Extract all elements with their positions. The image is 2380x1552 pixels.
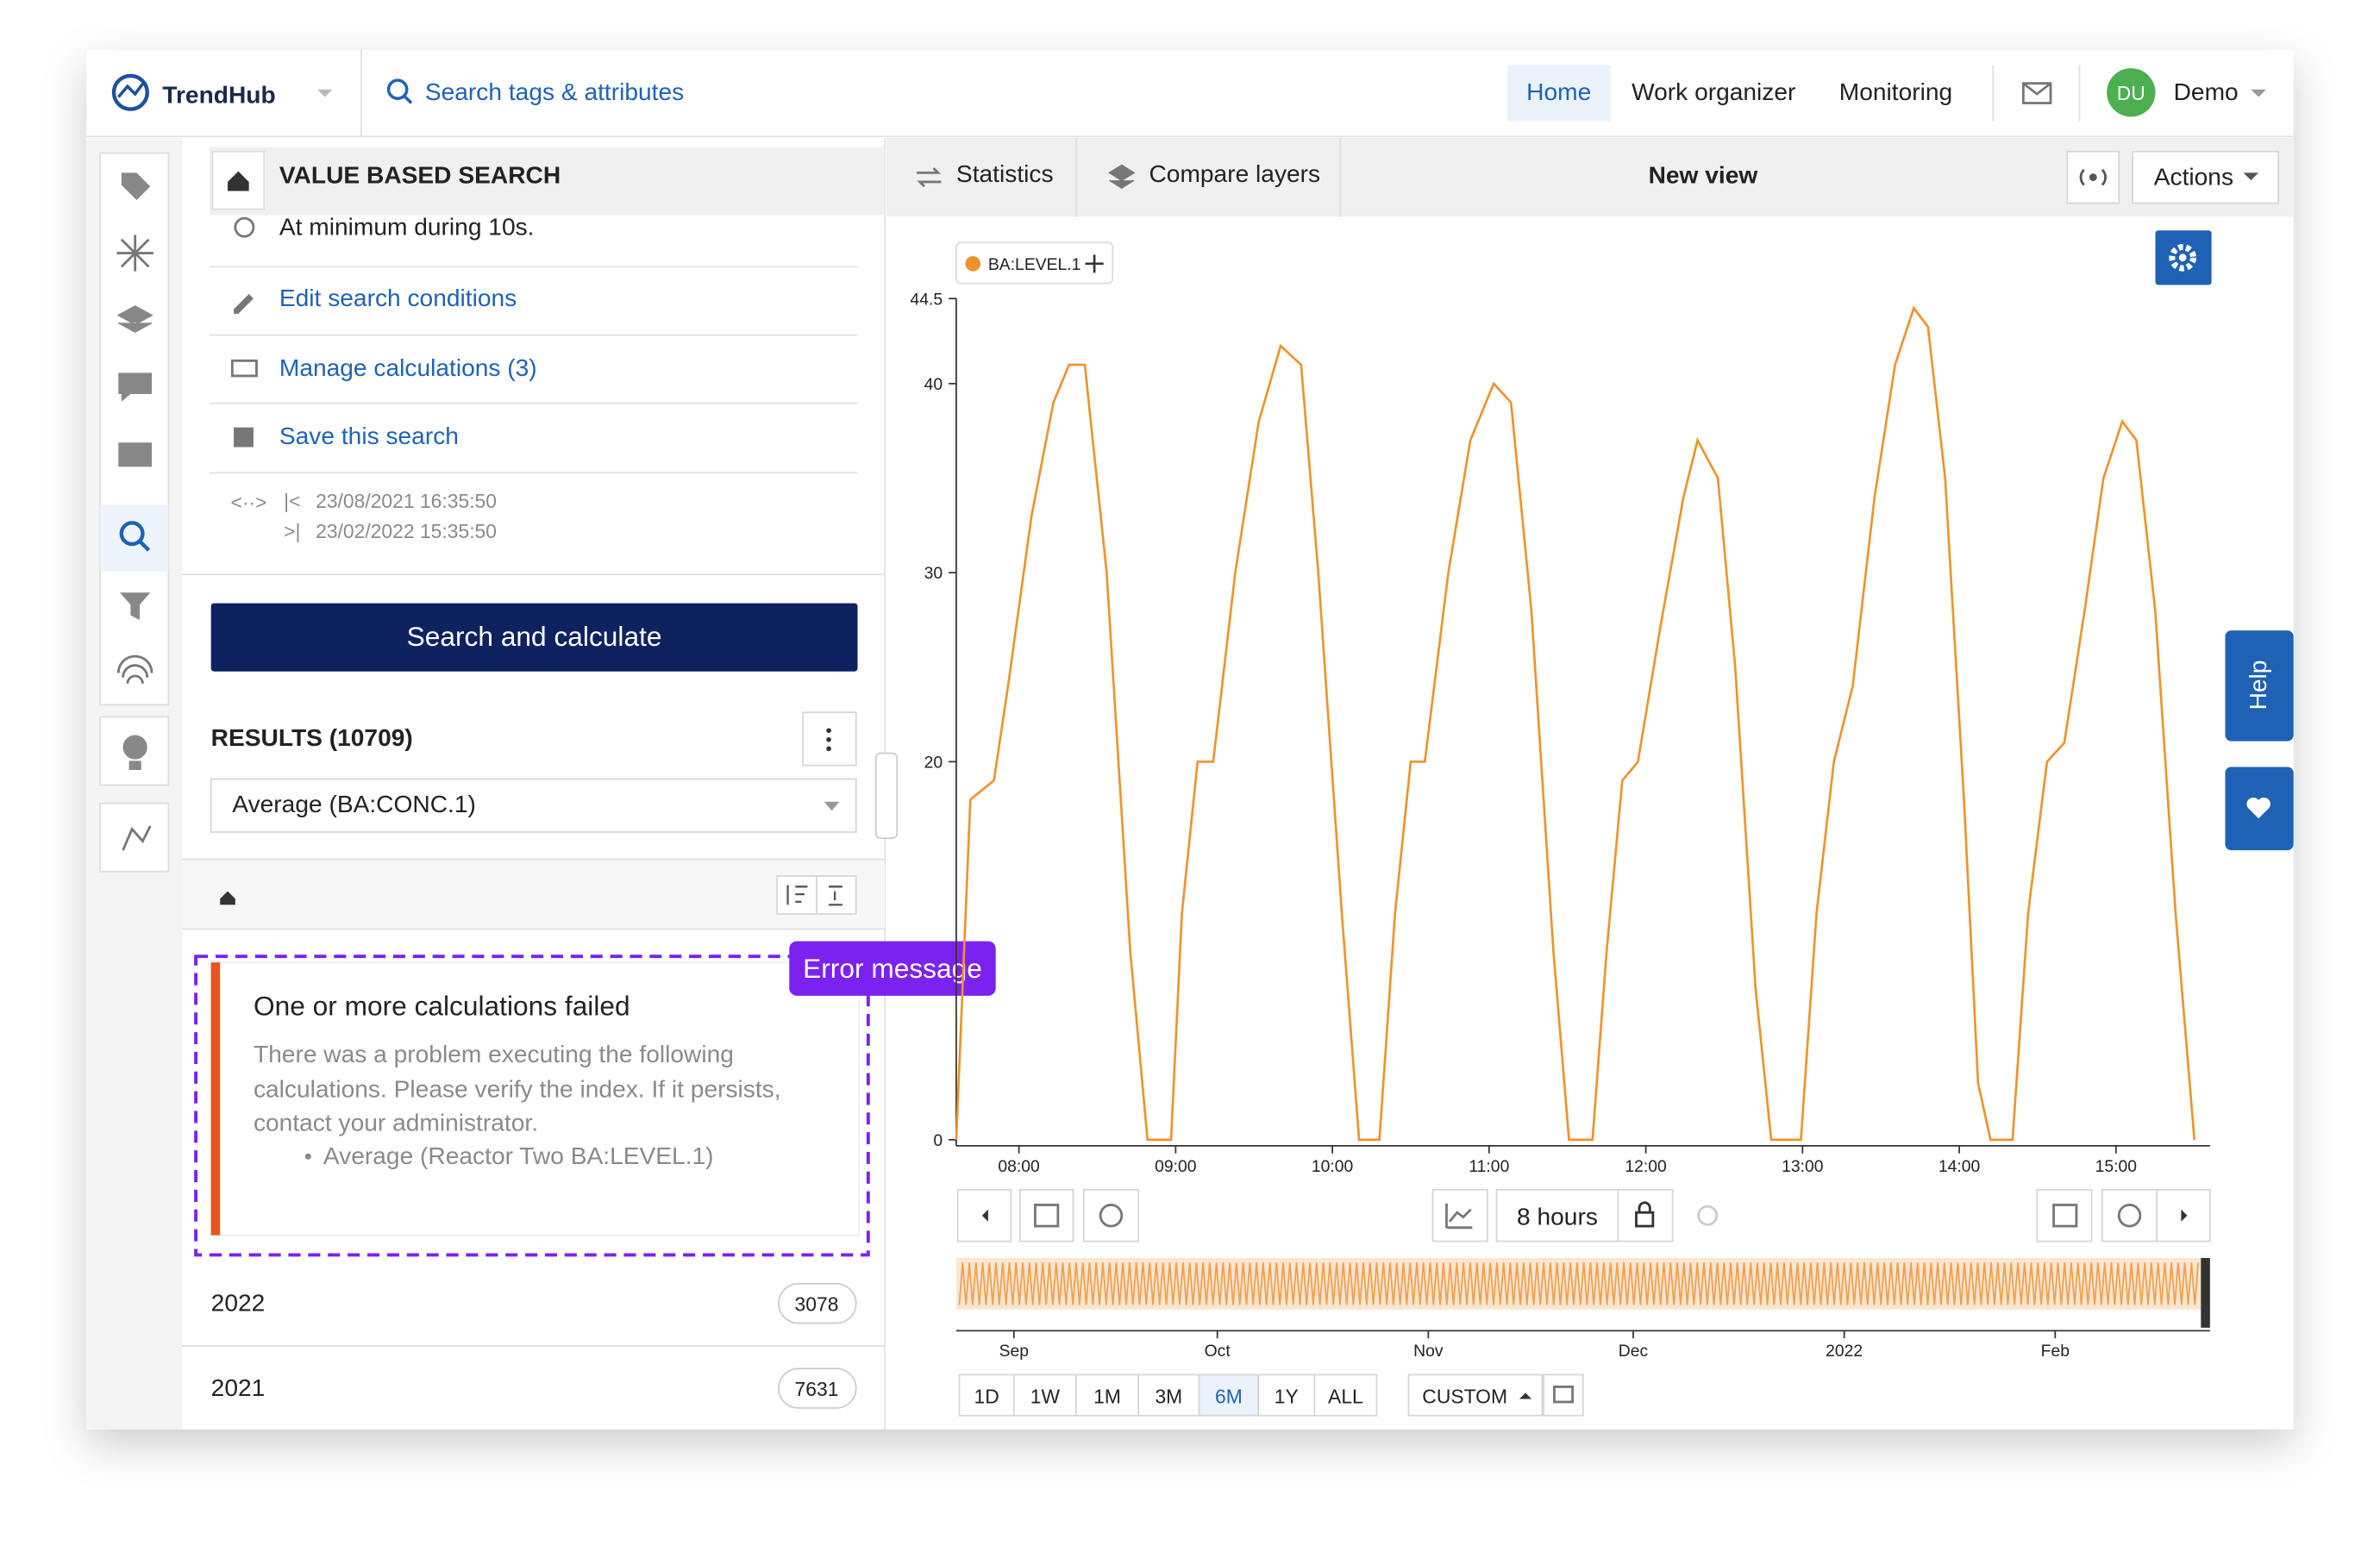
svg-text:|<: |<: [284, 490, 300, 512]
error-card: [210, 961, 861, 1236]
navigator-label: Oct: [1205, 1342, 1231, 1361]
time-controls: 8 hours 1D 1W 1M 3M 6M 1Y ALL CUSTOM Sep Oct Nov…: [955, 1189, 2211, 1417]
plot: 0 20 30 40 44.5 08:00 09:00 10:00 11:00 12:00 13:0…: [910, 290, 2210, 1176]
calculation-select[interactable]: [210, 778, 857, 833]
navigator-label: Feb: [2041, 1342, 2070, 1361]
statistics-tab[interactable]: Statistics: [956, 160, 1054, 187]
x-tick-label: 14:00: [1938, 1157, 1980, 1176]
y-tick-label: 20: [924, 753, 943, 772]
x-tick-label: 10:00: [1312, 1157, 1353, 1176]
view-title: New view: [1649, 162, 1758, 189]
search-button[interactable]: [210, 603, 858, 672]
avatar[interactable]: DU: [2117, 82, 2145, 104]
save-search-link[interactable]: Save this search: [279, 422, 459, 449]
navigator-label: Nov: [1413, 1342, 1444, 1361]
range-label[interactable]: ALL: [1328, 1386, 1363, 1408]
nav-work-organizer[interactable]: Work organizer: [1632, 78, 1795, 105]
left-panel: VALUE BASED SEARCH At minimum during 10s…: [182, 137, 996, 1430]
error-tag: Error message: [803, 953, 982, 984]
error-body: contact your administrator.: [254, 1109, 538, 1136]
range-button[interactable]: [1137, 1374, 1200, 1417]
logo[interactable]: TrendHub: [162, 82, 275, 109]
range-button[interactable]: [1012, 1374, 1077, 1417]
range-label[interactable]: 3M: [1155, 1386, 1182, 1408]
end-date-button[interactable]: [2036, 1189, 2093, 1242]
panel-title: VALUE BASED SEARCH: [279, 162, 561, 189]
help-label[interactable]: Help: [2245, 660, 2271, 710]
compare-layers-tab[interactable]: Compare layers: [1149, 160, 1320, 187]
error-title: One or more calculations failed: [254, 991, 630, 1022]
legend-label[interactable]: BA:LEVEL.1: [988, 255, 1081, 274]
nav-monitoring[interactable]: Monitoring: [1839, 78, 1952, 105]
range-label[interactable]: 6M: [1215, 1386, 1243, 1408]
condition: At minimum during 10s.: [279, 213, 535, 240]
x-tick-label: 12:00: [1625, 1157, 1666, 1176]
start-date-button[interactable]: [1018, 1189, 1074, 1242]
navigator-label: 2022: [1826, 1342, 1863, 1361]
range-button[interactable]: [1313, 1374, 1378, 1417]
range-button[interactable]: [958, 1374, 1015, 1417]
legend-swatch: [965, 256, 981, 272]
range-label[interactable]: 1W: [1030, 1386, 1061, 1408]
range-label[interactable]: 1D: [974, 1386, 999, 1408]
group-count: 7631: [795, 1378, 839, 1400]
group-count: 3078: [795, 1293, 839, 1316]
range-end: 23/02/2022 15:35:50: [316, 520, 497, 542]
x-tick-label: 08:00: [998, 1157, 1039, 1176]
next-button[interactable]: [2156, 1189, 2211, 1242]
x-tick-label: 15:00: [2095, 1157, 2137, 1176]
legend[interactable]: [955, 241, 1114, 285]
series-line: [955, 305, 2196, 1142]
range-start: 23/08/2021 16:35:50: [316, 490, 497, 512]
lock-button[interactable]: [1617, 1189, 1674, 1242]
user-menu[interactable]: Demo: [2174, 78, 2239, 105]
error-highlight: [194, 954, 870, 1257]
range-label[interactable]: 1Y: [1275, 1386, 1299, 1408]
edit-conditions-link[interactable]: Edit search conditions: [279, 285, 517, 311]
custom-label[interactable]: CUSTOM: [1422, 1386, 1507, 1408]
mail-icon[interactable]: [2021, 82, 2052, 104]
range-button[interactable]: [1257, 1374, 1316, 1417]
help-tab[interactable]: [2225, 630, 2294, 742]
view-toolbar: Statistics Compare layers New view Actio…: [886, 137, 2294, 217]
error-item: Average (Reactor Two BA:LEVEL.1): [323, 1142, 714, 1169]
search-button-label[interactable]: Search and calculate: [407, 621, 662, 652]
y-tick-label: 40: [924, 375, 943, 394]
start-time-button[interactable]: [1082, 1189, 1140, 1242]
x-tick-label: 13:00: [1782, 1157, 1823, 1176]
header: TrendHub Search tags & attributes Home W…: [86, 50, 2294, 138]
svg-text:>|: >|: [284, 520, 300, 542]
nav-home[interactable]: Home: [1526, 78, 1591, 105]
custom-range[interactable]: [1407, 1374, 1544, 1417]
duration[interactable]: 8 hours: [1517, 1203, 1598, 1230]
results-count: RESULTS (10709): [211, 724, 413, 751]
svg-text:<··>: <··>: [231, 491, 267, 514]
actions-label[interactable]: Actions: [2154, 163, 2233, 190]
live-button[interactable]: [2066, 150, 2120, 204]
x-tick-label: 09:00: [1155, 1157, 1196, 1176]
y-tick-label: 44.5: [910, 290, 943, 309]
group-label[interactable]: 2022: [211, 1290, 266, 1317]
error-body: calculations. Please verify the index. I…: [254, 1076, 781, 1103]
error-body: There was a problem executing the follow…: [254, 1041, 734, 1067]
end-time-button[interactable]: [2101, 1189, 2158, 1242]
range-label[interactable]: 1M: [1093, 1386, 1121, 1408]
y-tick-label: 30: [924, 564, 943, 583]
group-label[interactable]: 2021: [211, 1374, 266, 1401]
icon-rail: [86, 137, 183, 1430]
navigator-label: Sep: [999, 1342, 1029, 1361]
manage-calculations-link[interactable]: Manage calculations (3): [279, 354, 537, 381]
calculation-select-value[interactable]: Average (BA:CONC.1): [232, 791, 476, 817]
navigator-label: Dec: [1619, 1342, 1649, 1361]
search-box[interactable]: Search tags & attributes: [425, 78, 684, 105]
y-tick-label: 0: [933, 1131, 943, 1150]
x-tick-label: 11:00: [1469, 1157, 1509, 1176]
range-button[interactable]: [1198, 1374, 1260, 1417]
